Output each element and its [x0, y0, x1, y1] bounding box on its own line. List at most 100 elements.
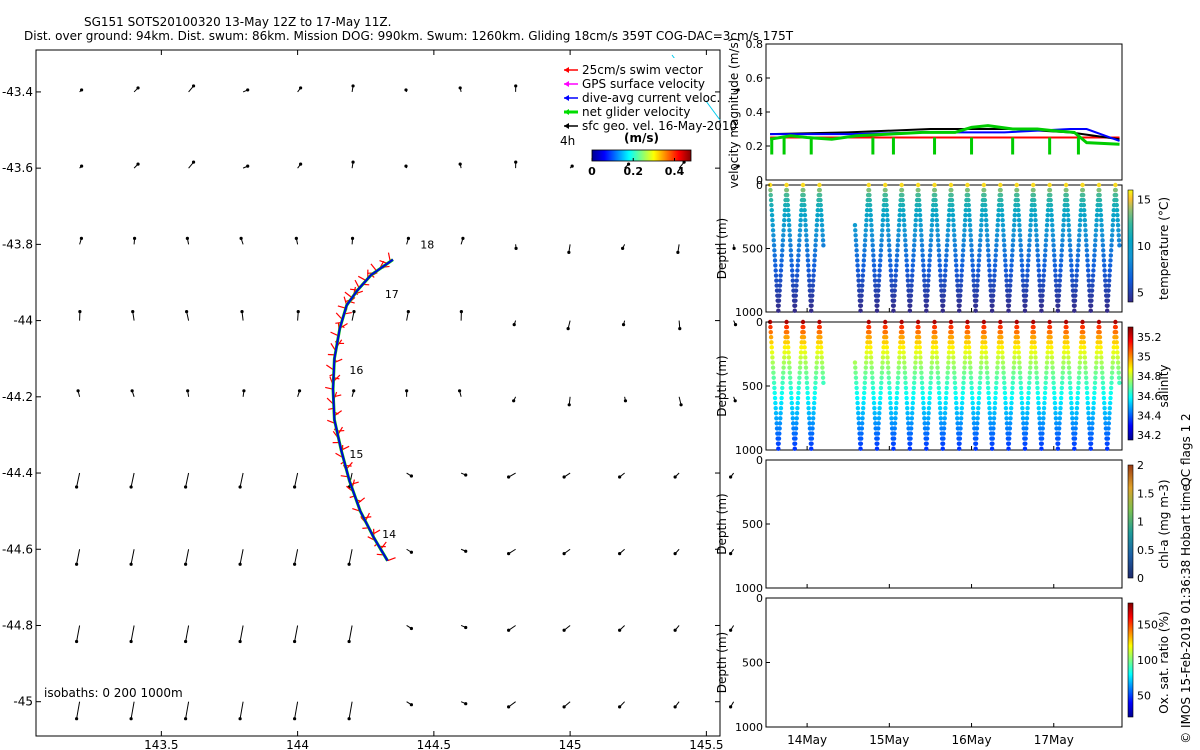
profile-sample	[1044, 233, 1049, 238]
geo-velocity-arrowhead	[729, 475, 733, 479]
profile-sample	[961, 238, 967, 243]
geo-velocity-arrowhead	[347, 562, 351, 566]
geo-velocity-arrowhead	[129, 717, 133, 721]
profile-sample	[941, 431, 946, 436]
profile-sample	[908, 436, 913, 441]
profile-sample	[861, 400, 866, 406]
profile-sample	[1052, 400, 1058, 406]
profile-sample	[1007, 293, 1012, 298]
profile-sample	[973, 308, 978, 313]
profile-sample	[988, 283, 993, 288]
profile-sample	[955, 278, 960, 283]
profile-sample	[886, 233, 891, 238]
profile-sample	[954, 405, 959, 411]
profile-sample	[1111, 345, 1116, 350]
profile-sample	[880, 360, 885, 365]
profile-sample	[938, 278, 943, 283]
profile-sample	[960, 258, 965, 263]
profile-sample	[856, 273, 861, 278]
geo-velocity-arrowhead	[729, 552, 733, 556]
profile-sample	[1100, 238, 1105, 243]
profile-sample	[942, 278, 947, 283]
profile-sample	[913, 350, 919, 355]
profile-sample	[1043, 243, 1048, 248]
profile-sample	[1072, 436, 1078, 441]
profile-sample	[1035, 385, 1040, 391]
profile-sample	[895, 385, 900, 391]
profile-sample	[774, 416, 779, 421]
profile-sample	[983, 212, 989, 218]
profile-sample	[1014, 319, 1019, 325]
profile-sample	[1116, 375, 1122, 380]
profile-sample	[1019, 258, 1024, 263]
section-axes-frame	[765, 459, 1123, 589]
profile-sample	[1004, 283, 1010, 288]
section-ytick-label: 1000	[735, 582, 763, 595]
profile-sample	[929, 223, 935, 228]
geo-velocity-arrowhead	[186, 389, 190, 393]
profile-sample	[1080, 324, 1086, 330]
map-ytick-label: -43.4	[2, 85, 33, 99]
profile-sample	[889, 416, 894, 421]
profile-sample	[975, 283, 980, 288]
profile-sample	[1057, 273, 1063, 278]
profile-sample	[1041, 273, 1046, 278]
profile-sample	[794, 283, 799, 288]
profile-sample	[905, 416, 911, 421]
profile-sample	[854, 248, 859, 253]
profile-sample	[968, 233, 973, 238]
profile-sample	[921, 405, 926, 411]
profile-sample	[1009, 395, 1015, 401]
profile-sample	[1012, 207, 1018, 213]
profile-sample	[1115, 360, 1121, 365]
profile-sample	[929, 233, 934, 238]
profile-sample	[780, 243, 785, 248]
profile-sample	[879, 238, 884, 243]
profile-sample	[795, 395, 801, 401]
profile-sample	[1108, 253, 1114, 258]
profile-sample	[1109, 380, 1114, 386]
profile-sample	[896, 233, 901, 238]
profile-sample	[871, 253, 876, 258]
profile-sample	[818, 202, 823, 208]
legend-arrowhead	[564, 67, 569, 73]
geo-velocity-arrowhead	[75, 717, 79, 721]
profile-sample	[908, 303, 913, 308]
profile-sample	[872, 278, 878, 283]
profile-sample	[958, 421, 964, 426]
profile-sample	[1027, 370, 1033, 375]
profile-sample	[1049, 218, 1055, 223]
profile-sample	[1047, 182, 1052, 188]
profile-sample	[1068, 258, 1074, 263]
profile-sample	[1061, 350, 1067, 355]
profile-sample	[1115, 218, 1120, 223]
profile-sample	[952, 233, 957, 238]
profile-sample	[1105, 298, 1111, 303]
profile-sample	[870, 243, 875, 248]
time-xtick-label: 14May	[787, 733, 827, 747]
profile-sample	[796, 248, 801, 253]
profile-sample	[875, 431, 881, 436]
profile-sample	[940, 441, 946, 446]
profile-sample	[960, 390, 966, 396]
profile-sample	[1031, 324, 1036, 330]
geo-velocity-arrowhead	[623, 399, 628, 403]
profile-sample	[1056, 436, 1061, 441]
profile-sample	[868, 218, 874, 223]
profile-sample	[1089, 293, 1094, 298]
profile-sample	[904, 258, 909, 263]
profile-sample	[884, 212, 890, 218]
section-colorbar-label: salinity	[1157, 364, 1171, 407]
profile-sample	[1009, 253, 1015, 258]
profile-sample	[868, 355, 874, 360]
profile-sample	[1010, 380, 1016, 386]
profile-sample	[1097, 192, 1102, 198]
profile-sample	[860, 273, 866, 278]
profile-sample	[870, 248, 876, 253]
velocity-series-line	[770, 128, 1120, 141]
profile-sample	[991, 288, 996, 293]
profile-sample	[1056, 431, 1062, 436]
profile-sample	[813, 238, 819, 243]
profile-sample	[1093, 238, 1098, 243]
profile-sample	[909, 283, 914, 288]
